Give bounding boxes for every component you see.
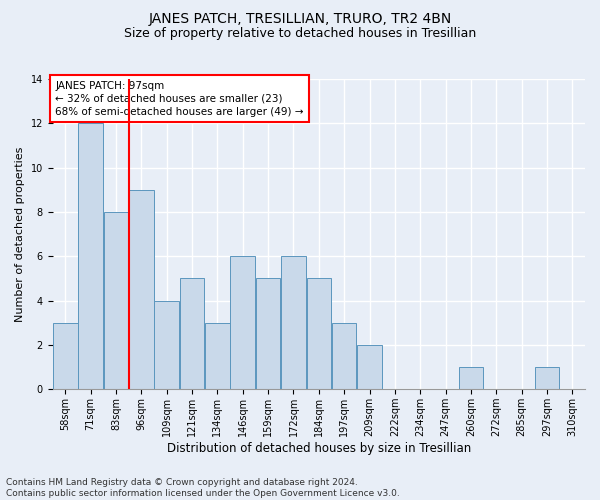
Bar (129, 190, 154, 390)
Bar (535, 367, 559, 390)
Bar (281, 256, 306, 390)
Bar (53, 323, 77, 390)
Bar (307, 278, 331, 390)
Bar (256, 278, 280, 390)
Bar (154, 300, 179, 390)
Bar (357, 345, 382, 390)
X-axis label: Distribution of detached houses by size in Tresillian: Distribution of detached houses by size … (167, 442, 471, 455)
Y-axis label: Number of detached properties: Number of detached properties (15, 146, 25, 322)
Bar (104, 212, 128, 390)
Bar (230, 256, 255, 390)
Text: JANES PATCH, TRESILLIAN, TRURO, TR2 4BN: JANES PATCH, TRESILLIAN, TRURO, TR2 4BN (148, 12, 452, 26)
Bar (332, 323, 356, 390)
Bar (205, 323, 230, 390)
Bar (458, 367, 483, 390)
Bar (79, 124, 103, 390)
Bar (180, 278, 205, 390)
Text: Contains HM Land Registry data © Crown copyright and database right 2024.
Contai: Contains HM Land Registry data © Crown c… (6, 478, 400, 498)
Text: JANES PATCH: 97sqm
← 32% of detached houses are smaller (23)
68% of semi-detache: JANES PATCH: 97sqm ← 32% of detached hou… (55, 80, 304, 117)
Text: Size of property relative to detached houses in Tresillian: Size of property relative to detached ho… (124, 28, 476, 40)
